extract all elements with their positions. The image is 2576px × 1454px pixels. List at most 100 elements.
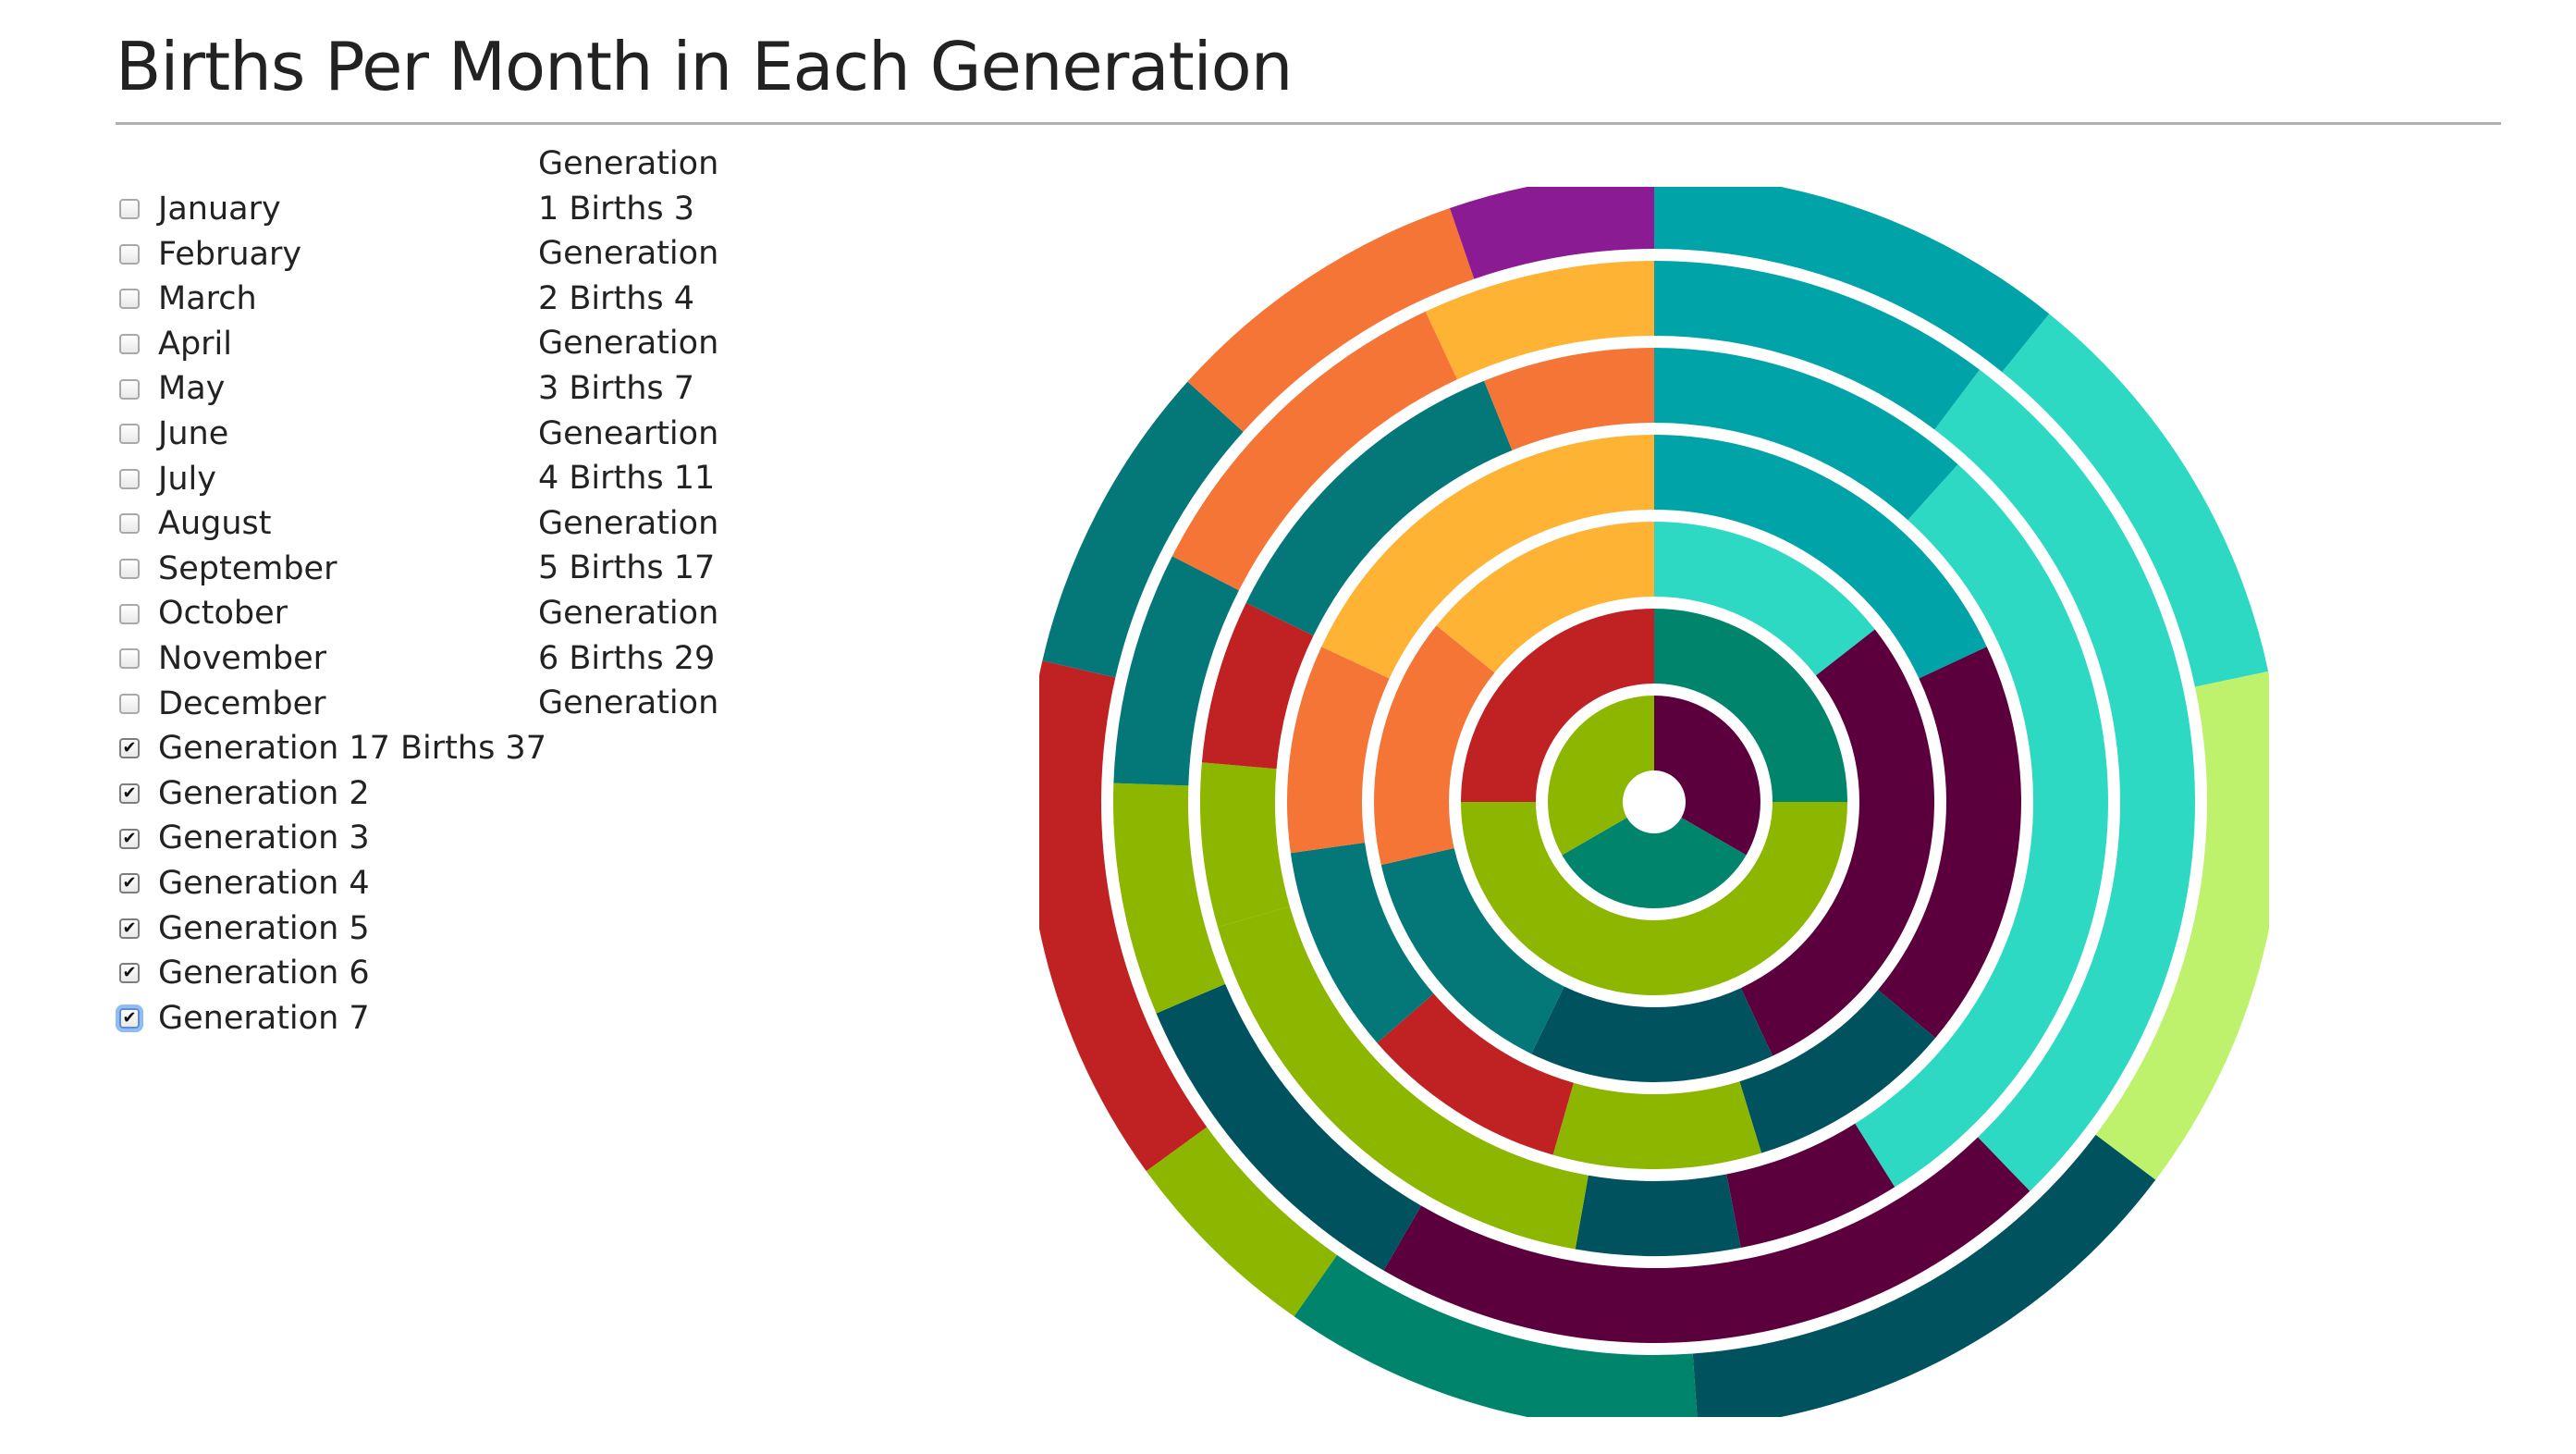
checkbox-row[interactable]: ✔ Generation 5 [116, 906, 546, 952]
ring-6-segment-6[interactable] [1113, 556, 1239, 786]
ring-4-segment-7[interactable] [1286, 647, 1390, 854]
checkbox-label[interactable]: August [158, 505, 272, 543]
checkbox[interactable]: ✔ [119, 873, 140, 894]
checkbox-row[interactable]: March [116, 277, 546, 322]
ring-6-segment-5[interactable] [1113, 782, 1226, 1014]
checkbox-row[interactable]: ✔ Generation 2 [116, 771, 546, 817]
checkbox-row[interactable]: May [116, 366, 546, 412]
ring-3-segment-3[interactable] [1531, 986, 1773, 1082]
ring-7-segment-3[interactable] [2095, 671, 2269, 1180]
ring-6-segment-1[interactable] [1654, 261, 1981, 430]
checkbox[interactable]: ✔ [119, 738, 140, 759]
ring-5-segment-1[interactable] [1654, 348, 1958, 521]
ring-6-segment-4[interactable] [1156, 983, 1422, 1271]
checkbox-row[interactable]: November [116, 636, 546, 682]
checkbox-label[interactable]: May [158, 370, 226, 408]
checkbox-label[interactable]: Generation 4 [158, 864, 370, 902]
ring-5-segment-7[interactable] [1201, 602, 1314, 770]
checkbox-label[interactable]: Generation 17 Births 37 [158, 730, 546, 768]
checkbox[interactable] [119, 468, 140, 489]
checkbox-row[interactable]: July [116, 457, 546, 502]
ring-2-segment-1[interactable] [1654, 609, 1847, 802]
checkbox[interactable] [119, 693, 140, 714]
checkbox[interactable] [119, 424, 140, 445]
checkbox[interactable]: ✔ [119, 918, 140, 939]
checkbox[interactable]: ✔ [119, 1007, 140, 1029]
checkbox[interactable] [119, 334, 140, 355]
checkbox-row[interactable]: February [116, 232, 546, 277]
checkbox-label[interactable]: September [158, 549, 337, 587]
checkbox-label[interactable]: Generation 7 [158, 999, 370, 1037]
ring-7-segment-1[interactable] [1654, 187, 2050, 373]
checkbox[interactable]: ✔ [119, 828, 140, 849]
checkbox-row[interactable]: August [116, 501, 546, 547]
ring-1-segment-3[interactable] [1548, 696, 1654, 856]
checkbox-row[interactable]: October [116, 591, 546, 636]
ring-5-segment-8[interactable] [1245, 380, 1513, 636]
ring-5-segment-6[interactable] [1200, 762, 1290, 928]
ring-6-segment-8[interactable] [1425, 261, 1654, 380]
ring-7-segment-2[interactable] [2002, 314, 2269, 687]
ring-4-segment-6[interactable] [1290, 842, 1434, 1043]
checkbox[interactable] [119, 603, 140, 624]
checkbox-label[interactable]: October [158, 595, 288, 633]
checkbox-row[interactable]: April [116, 322, 546, 367]
checkbox[interactable] [119, 243, 140, 265]
ring-3-segment-6[interactable] [1436, 522, 1654, 673]
checkbox[interactable] [119, 648, 140, 670]
ring-5-segment-2[interactable] [1855, 464, 2108, 1188]
checkbox-row[interactable]: ✔ Generation 17 Births 37 [116, 726, 546, 771]
ring-7-segment-8[interactable] [1042, 381, 1244, 678]
checkbox-row[interactable]: ✔ Generation 6 [116, 951, 546, 996]
checkbox[interactable] [119, 199, 140, 220]
ring-7-segment-6[interactable] [1146, 1127, 1337, 1317]
ring-7-segment-10[interactable] [1449, 187, 1654, 279]
checkbox[interactable] [119, 289, 140, 310]
ring-7-segment-7[interactable] [1039, 660, 1208, 1172]
ring-2-segment-3[interactable] [1461, 609, 1654, 802]
ring-7-segment-4[interactable] [1692, 1134, 2156, 1417]
checkbox-label[interactable]: Generation 5 [158, 909, 370, 947]
ring-5-segment-5[interactable] [1218, 906, 1589, 1250]
checkbox[interactable]: ✔ [119, 963, 140, 984]
ring-3-segment-1[interactable] [1654, 522, 1875, 676]
ring-6-segment-3[interactable] [1383, 1137, 2030, 1343]
ring-3-segment-5[interactable] [1374, 625, 1495, 866]
checkbox-row[interactable]: ✔ Generation 3 [116, 816, 546, 861]
checkbox-row[interactable]: ✔ Generation 7 [116, 996, 546, 1041]
checkbox-row[interactable]: June [116, 412, 546, 457]
ring-6-segment-7[interactable] [1171, 311, 1457, 591]
checkbox-label[interactable]: March [158, 280, 257, 318]
checkbox-row[interactable]: December [116, 682, 546, 727]
checkbox[interactable] [119, 378, 140, 400]
ring-5-segment-9[interactable] [1484, 348, 1654, 450]
ring-4-segment-8[interactable] [1321, 434, 1654, 679]
ring-5-segment-4[interactable] [1575, 1174, 1741, 1257]
checkbox-row[interactable]: ✔ Generation 4 [116, 861, 546, 906]
ring-3-segment-4[interactable] [1380, 847, 1564, 1054]
checkbox-label[interactable]: April [158, 325, 232, 363]
checkbox[interactable] [119, 559, 140, 580]
checkbox[interactable]: ✔ [119, 783, 140, 805]
ring-1-segment-1[interactable] [1654, 696, 1760, 856]
checkbox-label[interactable]: Generation 2 [158, 774, 370, 812]
ring-4-segment-4[interactable] [1552, 1081, 1762, 1169]
ring-4-segment-5[interactable] [1377, 993, 1574, 1155]
ring-1-segment-2[interactable] [1562, 818, 1747, 908]
ring-4-segment-3[interactable] [1739, 990, 1936, 1153]
ring-5-segment-3[interactable] [1726, 1123, 1895, 1248]
checkbox-label[interactable]: Generation 3 [158, 819, 370, 857]
ring-7-segment-9[interactable] [1187, 207, 1475, 432]
checkbox-row[interactable]: September [116, 547, 546, 592]
checkbox-label[interactable]: July [158, 460, 216, 498]
checkbox-label[interactable]: June [158, 414, 229, 452]
ring-3-segment-2[interactable] [1740, 629, 1935, 1056]
ring-6-segment-2[interactable] [1934, 369, 2195, 1191]
checkbox-label[interactable]: November [158, 639, 327, 677]
ring-4-segment-2[interactable] [1878, 647, 2021, 1039]
ring-2-segment-2[interactable] [1461, 802, 1847, 995]
checkbox-label[interactable]: January [158, 191, 281, 228]
checkbox-row[interactable]: January [116, 187, 546, 232]
checkbox-label[interactable]: Generation 6 [158, 955, 370, 992]
ring-7-segment-5[interactable] [1294, 1254, 1699, 1417]
